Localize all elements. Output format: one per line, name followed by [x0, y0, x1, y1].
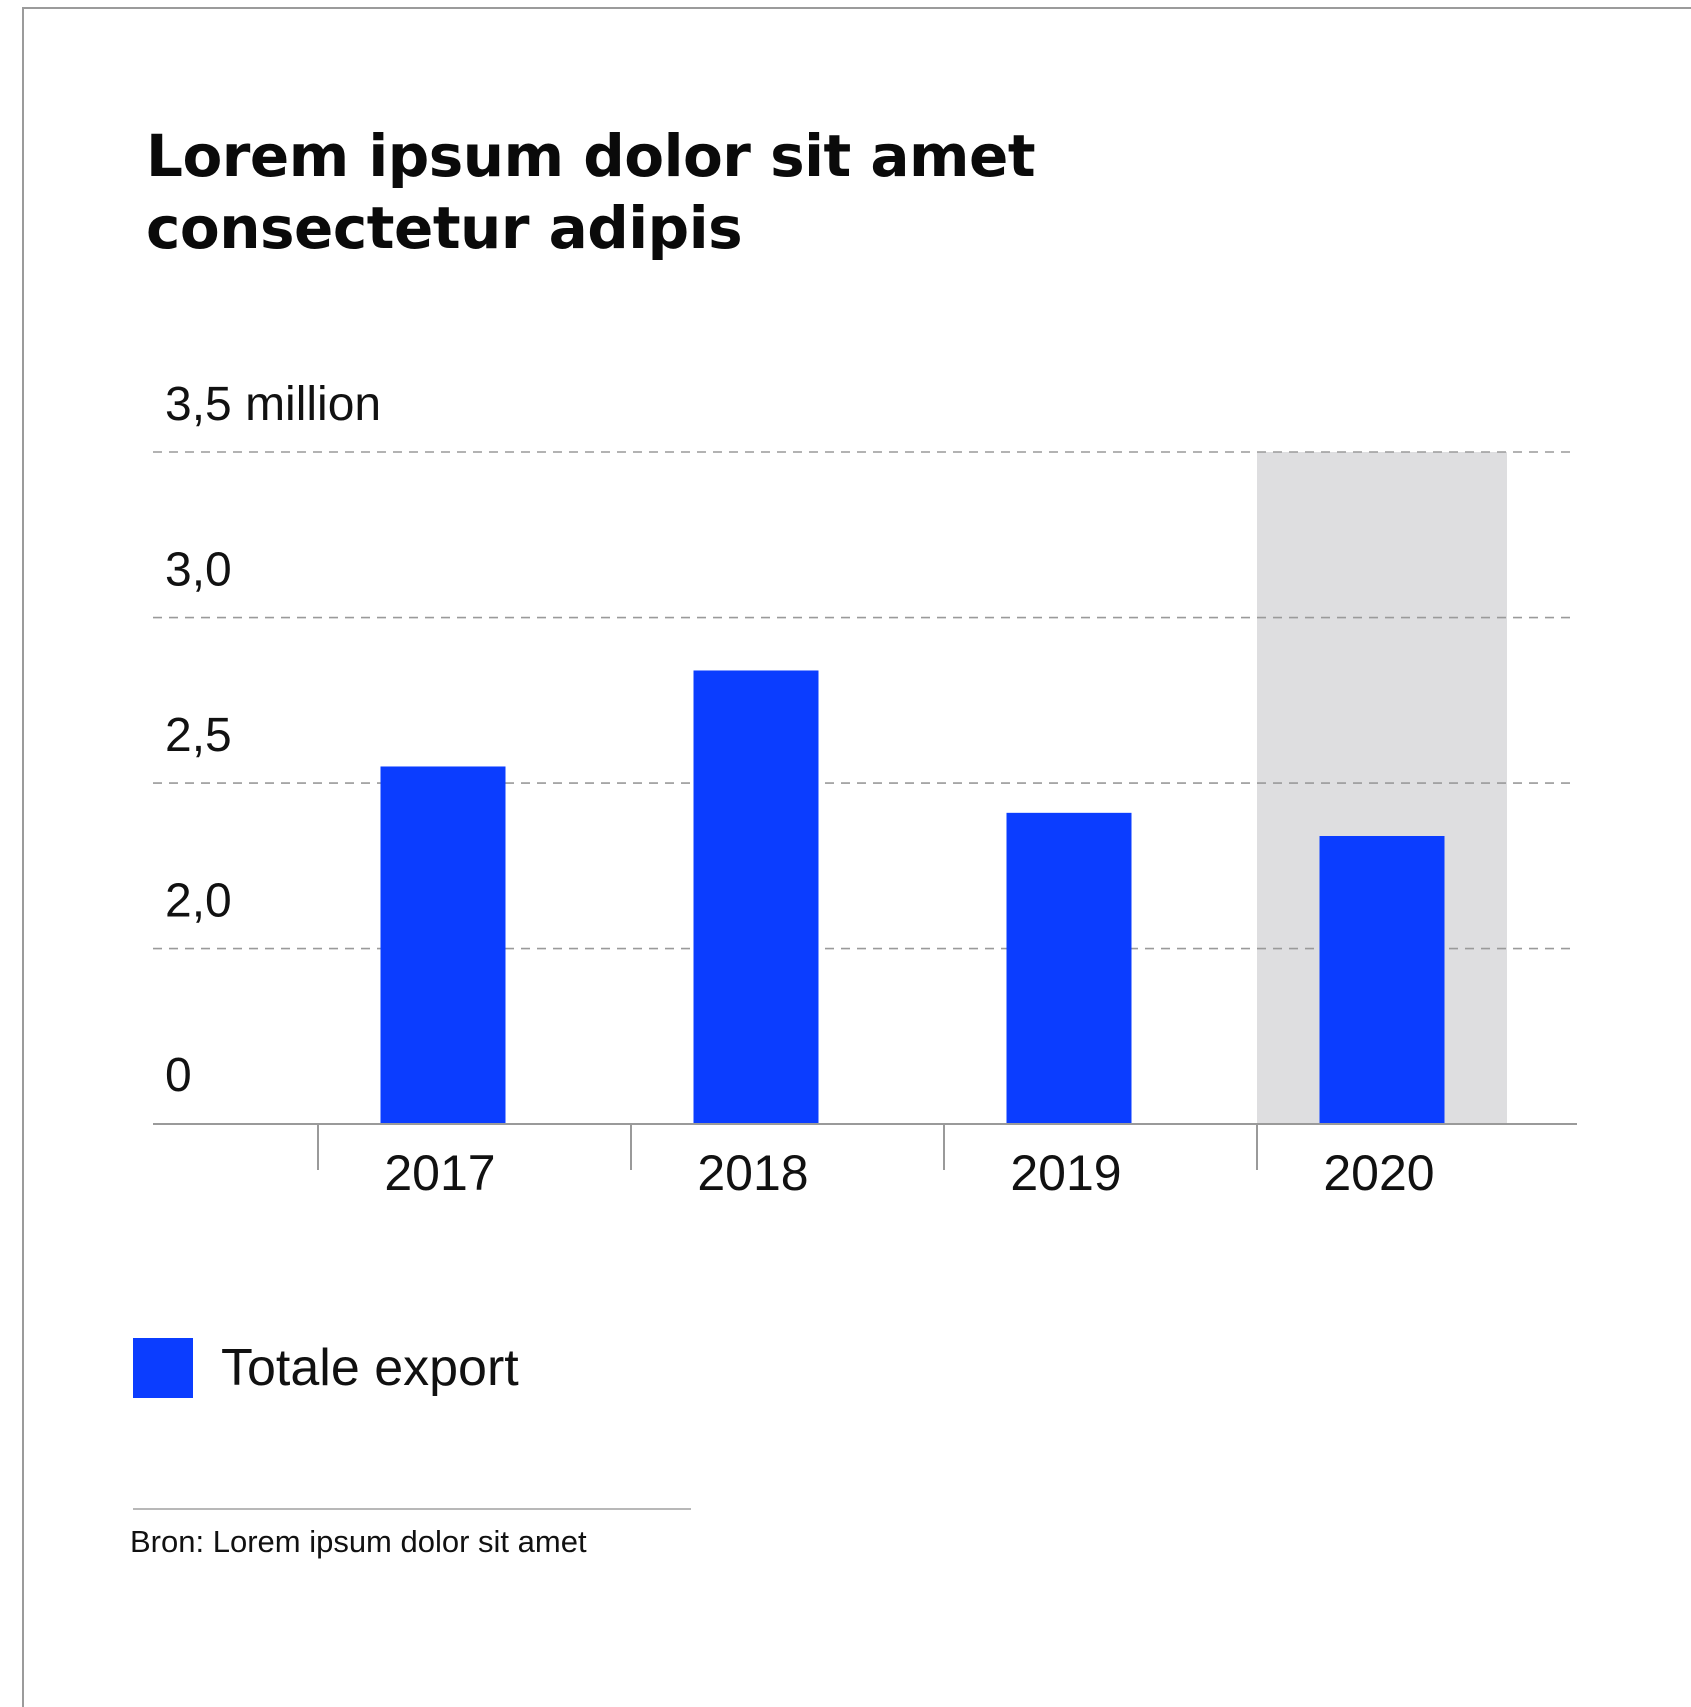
x-tick-label-2019: 2019: [1010, 1145, 1121, 1201]
y-tick-label: 2,0: [165, 875, 232, 928]
bar-2019: [1006, 812, 1132, 1124]
chart-title: Lorem ipsum dolor sit amet consectetur a…: [146, 120, 1146, 264]
legend-label-totale-export: Totale export: [221, 1339, 519, 1397]
y-tick-label: 3,0: [165, 544, 232, 597]
label-layer: 0 2,0 2,5 3,0 3,5 million 2017 2018 2019 2020: [165, 378, 1435, 1201]
legend: Totale export: [133, 1338, 519, 1398]
y-tick-label: 0: [165, 1049, 192, 1102]
chart-title-line-1: Lorem ipsum dolor sit amet: [146, 122, 1036, 190]
bar-2017: [380, 766, 506, 1124]
source-divider: [133, 1508, 691, 1510]
x-tick-label-2017: 2017: [384, 1145, 495, 1201]
x-tick-label-2020: 2020: [1323, 1145, 1434, 1201]
legend-swatch-totale-export: [133, 1338, 193, 1398]
bar-2018: [693, 670, 819, 1124]
chart-title-line-2: consectetur adipis: [146, 194, 743, 262]
bar-layer: [380, 670, 1445, 1124]
chart-frame: [22, 7, 1691, 1707]
source-note: Bron: Lorem ipsum dolor sit amet: [130, 1524, 587, 1559]
x-tick-label-2018: 2018: [697, 1145, 808, 1201]
bar-chart: 0 2,0 2,5 3,0 3,5 million 2017 2018 2019 2020: [153, 378, 1577, 1201]
bar-2020: [1319, 836, 1445, 1124]
y-tick-label: 2,5: [165, 709, 232, 762]
axis-layer: [153, 1123, 1577, 1170]
y-tick-label: 3,5 million: [165, 378, 381, 431]
